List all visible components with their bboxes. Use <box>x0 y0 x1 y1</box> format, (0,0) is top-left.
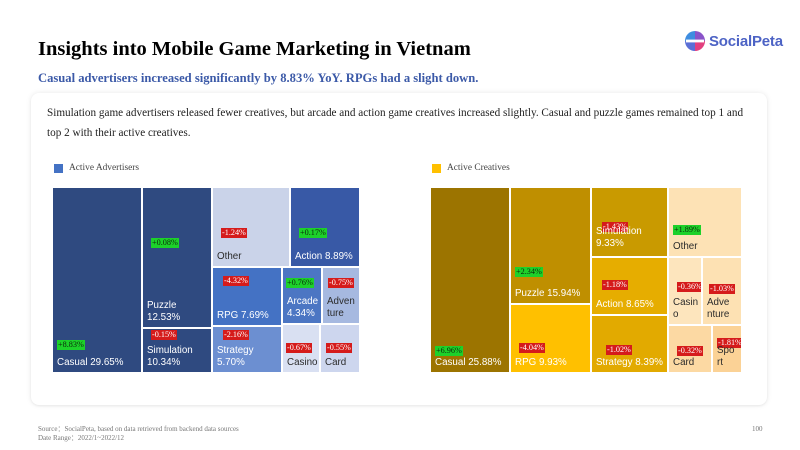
yoy-badge-casino: -0.67% <box>286 343 312 353</box>
tile-label-casual: Casual 29.65% <box>57 356 124 368</box>
tile-puzzle: +0.08% Puzzle 12.53% <box>142 187 212 328</box>
legend-active-creatives: Active Creatives <box>432 163 510 173</box>
tile-arcade: +0.76% Arcade 4.34% <box>282 267 322 324</box>
tile-label-puzzle: Puzzle 12.53% <box>147 300 181 323</box>
yoy-badge-rpg: -4.32% <box>223 276 249 286</box>
tile-label-other: Other <box>217 250 242 262</box>
tile-simulation: -1.43% Simulation 9.33% <box>591 187 668 257</box>
yoy-badge-strategy: -2.16% <box>223 330 249 340</box>
tile-action: +0.17% Action 8.89% <box>290 187 360 267</box>
yoy-badge-rpg: -4.04% <box>519 343 545 353</box>
tile-label-casino: Casin o <box>673 297 699 320</box>
tile-other: +1.89% Other <box>668 187 742 257</box>
tile-rpg: -4.04% RPG 9.93% <box>510 304 591 373</box>
tile-action: -1.18% Action 8.65% <box>591 257 668 315</box>
tile-adventure: -1.03% Adve nture <box>702 257 742 325</box>
tile-label-casual: Casual 25.88% <box>435 356 502 368</box>
date-range-note: Date Range：2022/1~2022/12 <box>38 434 125 442</box>
tile-card: -0.32% Card <box>668 325 712 373</box>
tile-label-arcade: Arcade 4.34% <box>287 296 319 319</box>
legend-active-advertisers: Active Advertisers <box>54 163 139 173</box>
tile-label-card: Card <box>673 356 695 368</box>
tile-label-simulation: Simulation 10.34% <box>147 345 193 368</box>
yoy-badge-card: -0.32% <box>677 346 703 356</box>
yoy-badge-puzzle: +2.34% <box>515 267 543 277</box>
tile-casino: -0.36% Casin o <box>668 257 702 325</box>
yoy-badge-adventure: -1.03% <box>709 284 735 294</box>
yoy-badge-action: -1.18% <box>602 280 628 290</box>
tile-label-sport: Spo rt <box>717 345 735 368</box>
yoy-badge-card: -0.55% <box>326 343 352 353</box>
socialpeta-logo-icon <box>685 31 705 51</box>
tile-label-puzzle: Puzzle 15.94% <box>515 287 581 299</box>
legend-swatch-creatives <box>432 163 441 173</box>
tile-casual: +8.83% Casual 29.65% <box>52 187 142 373</box>
advertisers-treemap: +8.83% Casual 29.65% +0.08% Puzzle 12.53% -0… <box>52 187 360 373</box>
yoy-badge-arcade: +0.76% <box>286 278 314 288</box>
footer-source: Source：SocialPeta, based on data retriev… <box>38 425 239 443</box>
logo-text: SocialPeta <box>709 32 783 50</box>
tile-label-strategy: Strategy 5.70% <box>217 345 254 368</box>
tile-label-simulation: Simulation 9.33% <box>596 226 642 249</box>
tile-other: -1.24% Other <box>212 187 290 267</box>
yoy-badge-puzzle: +0.08% <box>151 238 179 248</box>
tile-sport: -1.81% Spo rt <box>712 325 742 373</box>
tile-simulation: -0.15% Simulation 10.34% <box>142 328 212 373</box>
legend-label-creatives: Active Creatives <box>447 163 510 173</box>
tile-casino: -0.67% Casino <box>282 324 320 373</box>
tile-label-adventure: Adven ture <box>327 296 355 319</box>
yoy-badge-other: +1.89% <box>673 225 701 235</box>
page-subtitle: Casual advertisers increased significant… <box>38 71 479 85</box>
yoy-badge-adventure: -0.75% <box>328 278 354 288</box>
yoy-badge-action: +0.17% <box>299 228 327 238</box>
page-number: 100 <box>752 425 763 433</box>
legend-label-advertisers: Active Advertisers <box>69 163 140 173</box>
tile-strategy: -2.16% Strategy 5.70% <box>212 326 282 373</box>
tile-adventure: -0.75% Adven ture <box>322 267 360 324</box>
tile-casual: +6.96% Casual 25.88% <box>430 187 510 373</box>
tile-label-casino: Casino <box>287 356 318 368</box>
socialpeta-logo: SocialPeta <box>684 28 784 54</box>
creatives-treemap: +6.96% Casual 25.88% +2.34% Puzzle 15.94% -4… <box>430 187 742 373</box>
tile-label-action: Action 8.65% <box>596 298 654 310</box>
tile-label-adventure: Adve nture <box>707 297 730 320</box>
yoy-badge-sport: -1.81% <box>717 338 742 348</box>
yoy-badge-simulation: -0.15% <box>151 330 177 340</box>
yoy-badge-other: -1.24% <box>221 228 247 238</box>
tile-card: -0.55% Card <box>320 324 360 373</box>
tile-label-strategy: Strategy 8.39% <box>596 356 663 368</box>
legend-swatch-advertisers <box>54 163 63 173</box>
tile-label-card: Card <box>325 356 347 368</box>
tile-rpg: -4.32% RPG 7.69% <box>212 267 282 326</box>
tile-label-rpg: RPG 9.93% <box>515 356 567 368</box>
yoy-badge-strategy: -1.02% <box>606 345 632 355</box>
description-text: Simulation game advertisers released few… <box>47 107 744 139</box>
yoy-badge-casual: +8.83% <box>57 340 85 350</box>
page-title: Insights into Mobile Game Marketing in V… <box>38 38 471 60</box>
source-note: Source：SocialPeta, based on data retriev… <box>38 425 239 433</box>
yoy-badge-simulation: -1.43% <box>602 222 628 232</box>
tile-label-action: Action 8.89% <box>295 250 353 262</box>
tile-label-other: Other <box>673 240 698 252</box>
tile-puzzle: +2.34% Puzzle 15.94% <box>510 187 591 304</box>
yoy-badge-casual: +6.96% <box>435 346 463 356</box>
tile-strategy: -1.02% Strategy 8.39% <box>591 315 668 373</box>
yoy-badge-casino: -0.36% <box>677 282 702 292</box>
tile-label-rpg: RPG 7.69% <box>217 309 269 321</box>
